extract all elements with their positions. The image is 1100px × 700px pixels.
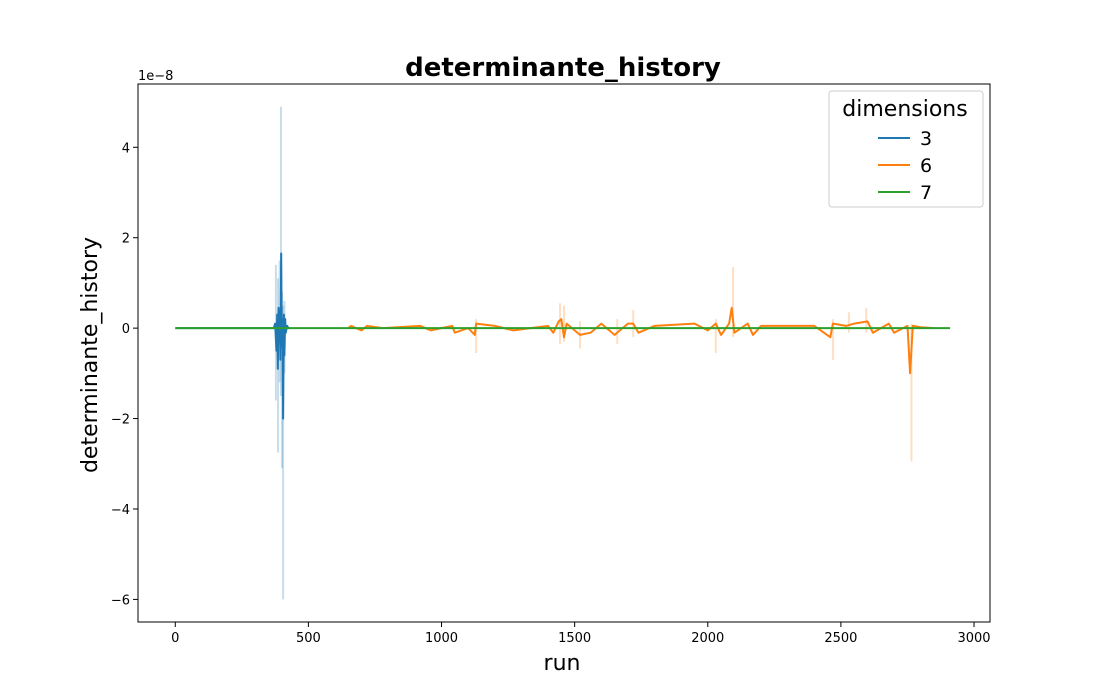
series-line-3 [175, 252, 290, 420]
y-tick-label: 0 [122, 322, 130, 337]
x-tick-label: 1000 [425, 631, 458, 646]
confidence-bands [274, 106, 913, 600]
y-tick-label: −6 [111, 593, 130, 608]
y-axis-ticks: −6 −4 −2 0 2 4 [111, 141, 138, 608]
series-line-6 [347, 306, 935, 375]
y-axis-offset-label: 1e−8 [138, 69, 173, 84]
series-lines [175, 252, 951, 420]
legend-label-3: 3 [920, 128, 932, 150]
x-tick-label: 3000 [957, 631, 990, 646]
legend-items: 3 6 7 [878, 128, 932, 204]
chart-title: determinante_history [405, 53, 721, 83]
y-axis-label: determinante_history [78, 237, 103, 473]
x-axis-label: run [544, 651, 581, 676]
y-tick-label: −2 [111, 413, 130, 428]
x-axis-ticks: 0 500 1000 1500 2000 2500 3000 [171, 622, 991, 646]
x-tick-label: 0 [171, 631, 179, 646]
legend-label-7: 7 [920, 182, 932, 204]
legend-title: dimensions [842, 97, 967, 122]
x-tick-label: 2000 [691, 631, 724, 646]
y-tick-label: 2 [122, 232, 130, 247]
legend-label-6: 6 [920, 155, 932, 177]
x-tick-label: 2500 [824, 631, 857, 646]
x-tick-label: 1500 [558, 631, 591, 646]
legend-box [828, 90, 984, 208]
x-tick-label: 500 [296, 631, 321, 646]
legend: dimensions 3 6 7 [828, 90, 984, 208]
y-tick-label: −4 [111, 503, 130, 518]
y-tick-label: 4 [122, 141, 130, 156]
plot-area-frame [137, 83, 991, 623]
